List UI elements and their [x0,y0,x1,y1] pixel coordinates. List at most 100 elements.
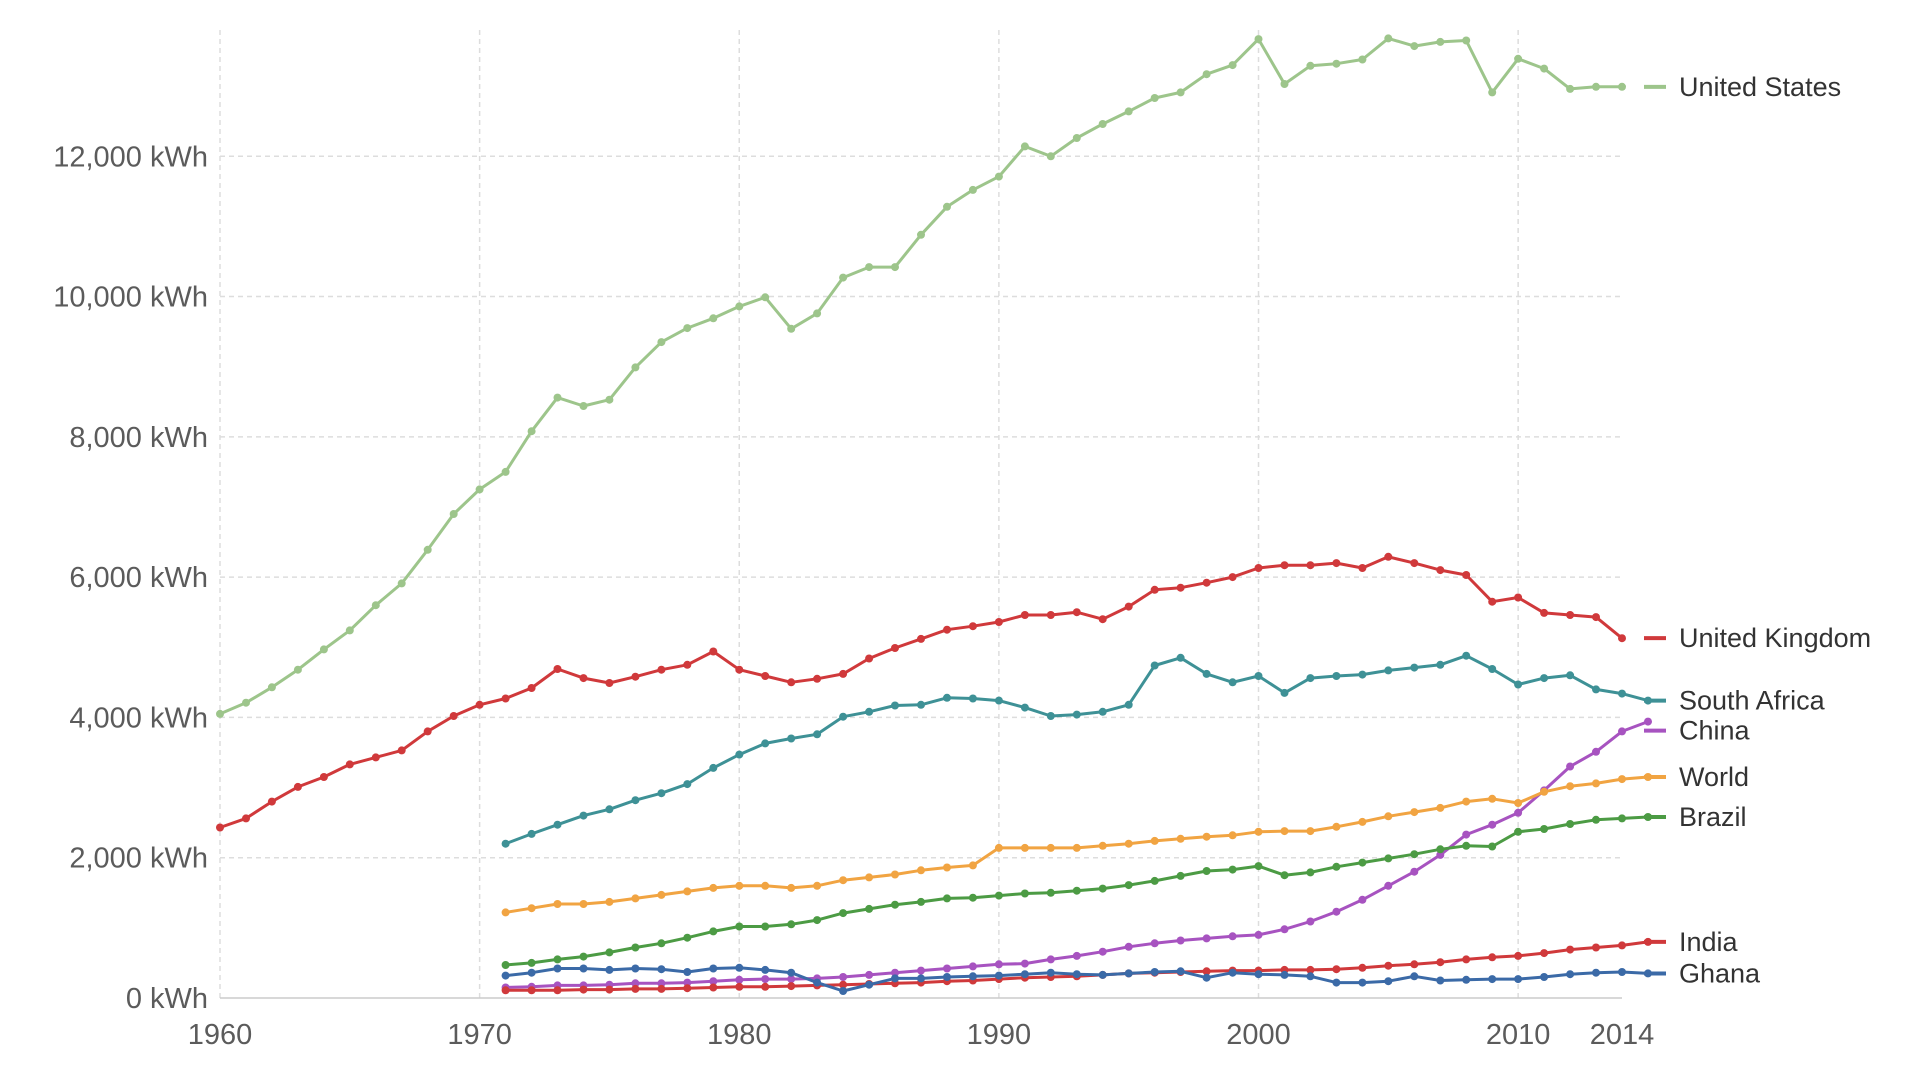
data-point[interactable] [501,971,510,980]
data-point[interactable] [1592,779,1600,788]
data-point[interactable] [319,645,328,654]
data-point[interactable] [1618,82,1626,91]
data-point[interactable] [449,510,458,518]
data-point[interactable] [1410,663,1419,672]
data-point[interactable] [1202,70,1211,79]
data-point[interactable] [943,863,951,872]
data-point[interactable] [1150,836,1159,845]
data-point[interactable] [1306,868,1315,877]
data-point[interactable] [1332,59,1341,68]
data-point[interactable] [1124,839,1133,848]
data-point[interactable] [1124,602,1133,611]
data-point[interactable] [1254,930,1263,939]
data-point[interactable] [1228,865,1237,874]
data-point[interactable] [839,987,848,995]
data-point[interactable] [631,894,640,903]
data-point[interactable] [709,977,718,986]
data-point[interactable] [1072,843,1081,852]
data-point[interactable] [683,968,692,976]
data-point[interactable] [553,665,562,673]
data-point[interactable] [787,883,796,892]
data-point[interactable] [1306,827,1315,836]
data-point[interactable] [293,782,302,791]
data-point[interactable] [761,881,770,890]
data-point[interactable] [943,894,951,903]
data-point[interactable] [1462,36,1471,45]
data-point[interactable] [839,273,848,282]
data-point[interactable] [1514,799,1523,807]
data-point[interactable] [527,968,536,977]
series-line[interactable] [218,555,1624,829]
data-point[interactable] [891,968,899,977]
data-point[interactable] [968,893,977,902]
data-point[interactable] [397,579,406,588]
data-point[interactable] [1436,958,1445,967]
data-point[interactable] [579,811,588,820]
data-point[interactable] [1618,968,1626,976]
data-point[interactable] [1254,827,1263,836]
data-point[interactable] [1514,680,1523,689]
data-point[interactable] [994,891,1003,900]
data-point[interactable] [1150,939,1159,948]
data-point[interactable] [1332,822,1341,831]
data-point[interactable] [1384,552,1393,561]
data-point[interactable] [943,973,951,981]
data-point[interactable] [1358,963,1367,972]
data-point[interactable] [839,876,848,885]
data-point[interactable] [397,746,406,755]
data-point[interactable] [1566,782,1575,791]
data-point[interactable] [968,962,977,971]
data-point[interactable] [1488,975,1497,984]
data-point[interactable] [1410,42,1419,51]
data-point[interactable] [1098,841,1107,850]
data-point[interactable] [267,797,276,806]
data-point[interactable] [1358,670,1367,679]
data-point[interactable] [1124,969,1133,978]
data-point[interactable] [1306,965,1315,974]
data-point[interactable] [1592,82,1600,91]
data-point[interactable] [1436,976,1445,985]
data-point[interactable] [1540,949,1549,958]
data-point[interactable] [1592,815,1600,824]
data-point[interactable] [1618,634,1626,643]
data-point[interactable] [1618,814,1626,823]
data-point[interactable] [813,881,822,890]
data-point[interactable] [1488,794,1497,803]
data-point[interactable] [994,843,1003,852]
legend-label[interactable]: Ghana [1679,958,1761,988]
data-point[interactable] [1098,947,1107,956]
data-point[interactable] [839,909,848,918]
data-point[interactable] [683,660,692,669]
data-point[interactable] [1098,970,1107,979]
data-point[interactable] [371,753,380,762]
data-point[interactable] [553,393,562,402]
data-point[interactable] [1228,61,1237,70]
data-point[interactable] [579,900,588,908]
data-point[interactable] [1566,970,1575,979]
data-point[interactable] [1306,674,1315,683]
data-point[interactable] [787,734,796,743]
data-point[interactable] [1020,611,1029,619]
data-point[interactable] [319,773,328,781]
data-point[interactable] [813,674,822,683]
data-point[interactable] [1436,660,1445,669]
data-point[interactable] [1176,834,1185,843]
data-point[interactable] [1176,88,1185,97]
data-point[interactable] [787,975,796,984]
data-point[interactable] [553,955,562,964]
data-point[interactable] [994,960,1003,969]
data-point[interactable] [1488,820,1497,829]
data-point[interactable] [968,694,977,703]
data-point[interactable] [839,980,848,989]
data-point[interactable] [1254,35,1263,44]
data-point[interactable] [605,948,614,957]
legend-label[interactable]: India [1679,927,1739,957]
data-point[interactable] [761,982,770,991]
data-point[interactable] [631,943,640,952]
data-point[interactable] [761,922,770,931]
data-point[interactable] [631,964,640,973]
data-point[interactable] [1332,672,1341,680]
data-point[interactable] [709,927,718,936]
data-point[interactable] [657,338,666,347]
data-point[interactable] [709,883,718,892]
